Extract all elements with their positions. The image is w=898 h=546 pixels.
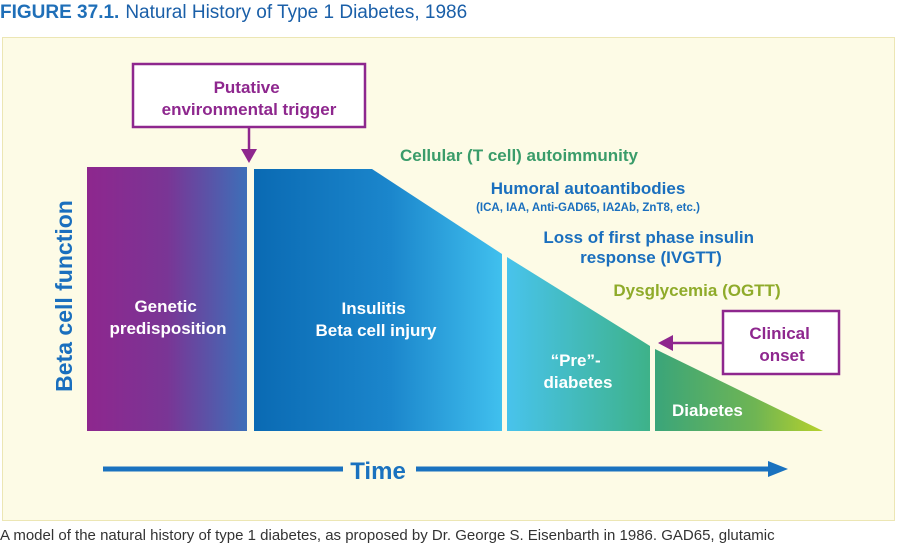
stage-label-insulitis: Insulitis Beta cell injury [316,299,437,340]
svg-text:Putative environmental t: Putative environmental trigger [162,78,337,119]
trigger-arrow-icon [241,149,257,163]
figure-number: FIGURE 37.1. [0,2,120,23]
stage-genetic-predisposition [87,167,247,431]
onset-arrow-icon [658,335,673,351]
stage-prediabetes [507,257,650,431]
y-axis-label: Beta cell function [51,200,77,392]
annotation-humoral-autoantibodies: Humoral autoantibodies [491,179,686,198]
stage-insulitis [254,169,502,431]
stage-label-diabetes: Diabetes [672,401,743,420]
stage-label-prediabetes: “Pre”- diabetes [544,351,613,392]
annotation-loss-first-phase: Loss of first phase insulin response (IV… [543,228,758,267]
figure-caption: A model of the natural history of type 1… [0,527,775,544]
time-axis: Time [103,458,788,485]
figure-title: FIGURE 37.1. Natural History of Type 1 Di… [0,0,467,26]
annotation-dysglycemia: Dysglycemia (OGTT) [613,281,780,300]
svg-text:Clinical onset: Clinical onset [749,324,814,365]
time-axis-arrowhead-icon [768,461,788,477]
stage-label-genetic: Genetic predisposition [109,297,226,338]
annotation-cellular-autoimmunity: Cellular (T cell) autoimmunity [400,146,639,165]
stage-diabetes [655,349,823,431]
x-axis-label: Time [350,458,406,485]
clinical-onset-box: Clinical onset [658,309,841,376]
trigger-box: Putative environmental trigger [131,62,367,163]
annotation-humoral-detail: (ICA, IAA, Anti-GAD65, IA2Ab, ZnT8, etc.… [476,202,700,214]
figure-title-text: Natural History of Type 1 Diabetes, 1986 [125,2,468,23]
